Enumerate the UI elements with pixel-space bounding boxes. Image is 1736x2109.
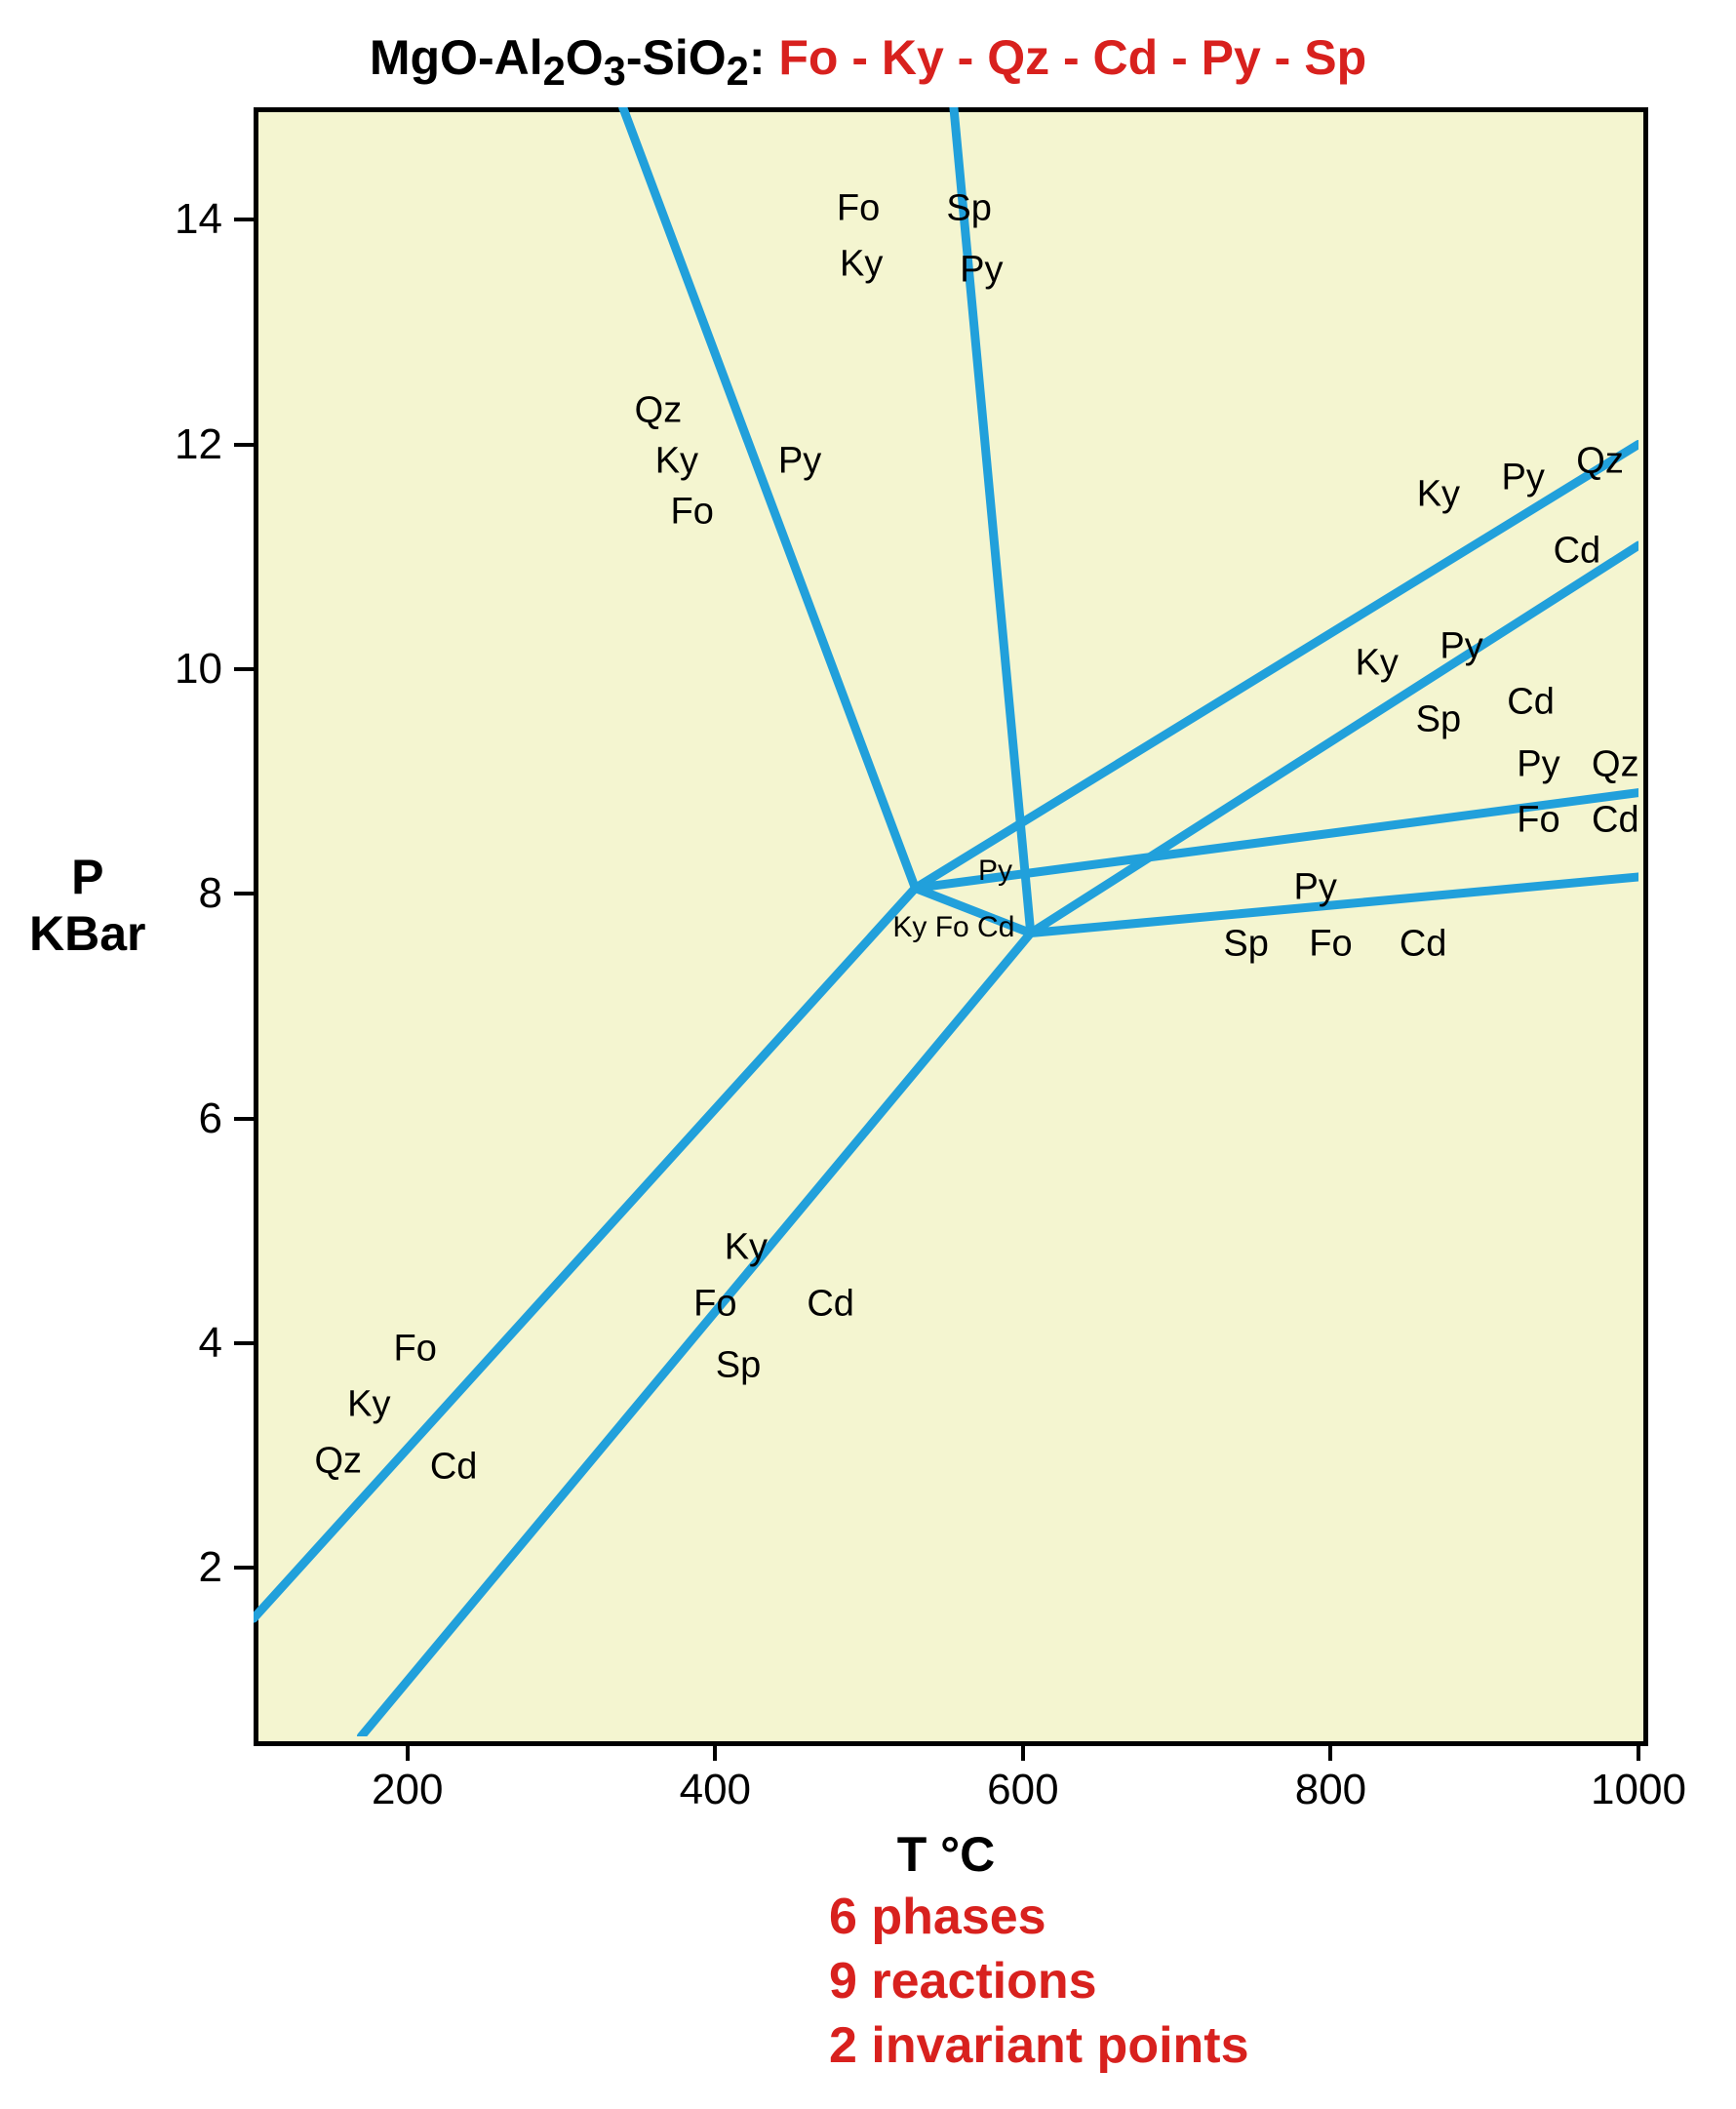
mineral-label: Py <box>1501 458 1544 499</box>
mineral-label: Ky <box>725 1227 768 1269</box>
footer-line: 2 invariant points <box>829 2016 1249 2075</box>
y-tick <box>234 1341 254 1345</box>
y-tick-label: 6 <box>199 1094 222 1143</box>
mineral-label: Py <box>1517 743 1559 785</box>
y-tick-label: 4 <box>199 1319 222 1368</box>
mineral-label: Py <box>1440 625 1482 667</box>
x-axis-label: T °C <box>897 1826 996 1883</box>
chart-title: MgO-Al2O3-SiO2: Fo - Ky - Qz - Cd - Py -… <box>0 29 1736 95</box>
mineral-label: Cd <box>1507 682 1555 724</box>
mineral-label: Fo <box>670 491 713 533</box>
mineral-label: Cd <box>1400 924 1447 966</box>
y-tick-label: 14 <box>175 195 222 244</box>
y-tick <box>234 1117 254 1121</box>
x-tick-label: 200 <box>372 1766 443 1814</box>
x-tick-label: 600 <box>987 1766 1058 1814</box>
title-system: MgO-Al2O3-SiO2: <box>370 30 766 85</box>
y-tick <box>234 1566 254 1570</box>
y-axis-label-line2: KBar <box>29 905 145 962</box>
mineral-label: Ky <box>655 440 698 482</box>
mineral-label: Ky Fo Cd <box>892 911 1014 944</box>
x-tick <box>713 1741 717 1761</box>
reaction-line <box>254 888 915 1618</box>
mineral-label: Qz <box>314 1440 362 1482</box>
y-tick <box>234 667 254 671</box>
title-phases: Fo - Ky - Qz - Cd - Py - Sp <box>765 30 1366 85</box>
mineral-label: Ky <box>1417 474 1460 516</box>
reaction-line <box>954 107 1031 934</box>
mineral-label: Qz <box>1576 440 1624 482</box>
mineral-label: Fo <box>693 1283 736 1325</box>
y-tick <box>234 218 254 221</box>
mineral-label: Py <box>960 250 1003 292</box>
mineral-label: Fo <box>1517 800 1559 842</box>
y-axis-label-line1: P <box>29 849 145 905</box>
mineral-label: Sp <box>1416 698 1461 740</box>
mineral-label: Cd <box>807 1283 854 1325</box>
y-tick-label: 8 <box>199 869 222 918</box>
mineral-label: Qz <box>635 389 683 431</box>
mineral-label: Qz <box>1592 743 1639 785</box>
y-tick-label: 12 <box>175 420 222 469</box>
x-tick <box>1021 1741 1025 1761</box>
mineral-label: Py <box>778 440 821 482</box>
mineral-label: Ky <box>840 244 883 286</box>
reaction-line <box>361 934 1030 1736</box>
x-tick <box>1328 1741 1332 1761</box>
mineral-label: Sp <box>946 187 991 229</box>
mineral-label: Cd <box>1592 800 1639 842</box>
mineral-label: Fo <box>837 187 880 229</box>
x-tick-label: 800 <box>1295 1766 1366 1814</box>
mineral-label: Sp <box>1223 924 1268 966</box>
x-tick-label: 1000 <box>1591 1766 1686 1814</box>
mineral-label: Sp <box>716 1344 761 1386</box>
mineral-label: Ky <box>1356 643 1399 685</box>
y-axis-label: PKBar <box>29 849 145 962</box>
mineral-label: Ky <box>347 1384 390 1426</box>
mineral-label: Py <box>978 855 1012 888</box>
footer-line: 9 reactions <box>829 1952 1097 2010</box>
mineral-label: Py <box>1293 867 1336 909</box>
x-tick <box>1637 1741 1640 1761</box>
x-tick <box>406 1741 410 1761</box>
mineral-label: Cd <box>1554 530 1601 572</box>
y-tick-label: 2 <box>199 1543 222 1592</box>
y-tick <box>234 443 254 447</box>
y-tick <box>234 892 254 895</box>
mineral-label: Fo <box>1309 924 1352 966</box>
y-tick-label: 10 <box>175 645 222 694</box>
footer-line: 6 phases <box>829 1888 1046 1946</box>
x-tick-label: 400 <box>680 1766 751 1814</box>
mineral-label: Fo <box>393 1328 436 1370</box>
mineral-label: Cd <box>430 1446 478 1488</box>
